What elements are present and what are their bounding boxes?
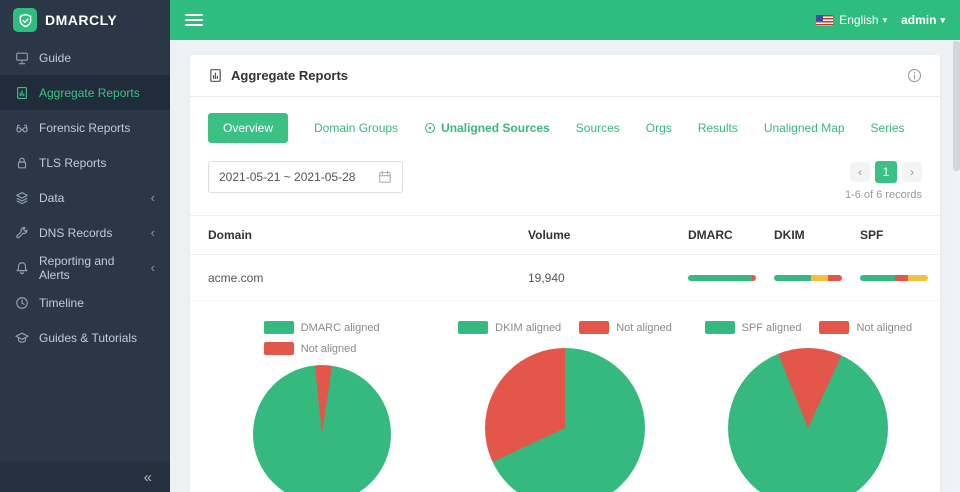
forensic-reports-icon (16, 124, 28, 132)
sidebar-item-forensic-reports[interactable]: Forensic Reports (0, 110, 170, 145)
col-domain: Domain (208, 228, 253, 242)
dmarc-legend: DMARC aligned Not aligned (263, 321, 380, 355)
main: English ▾ admin ▾ Aggregate Reports (170, 0, 960, 492)
table-row[interactable]: acme.com 19,940 (190, 255, 940, 301)
brand[interactable]: DMARCLY (0, 0, 170, 40)
col-dkim: DKIM (774, 228, 805, 242)
legend-item: Not aligned (263, 342, 356, 355)
col-dmarc: DMARC (688, 228, 733, 242)
sidebar-item-guide[interactable]: Guide (0, 40, 170, 75)
clock-icon (16, 296, 28, 309)
tab-overview[interactable]: Overview (208, 113, 289, 143)
guide-icon (16, 52, 28, 64)
spf-pie-chart: SPF aligned Not aligned (687, 321, 930, 492)
tab-sources[interactable]: Sources (575, 121, 620, 135)
collapse-icon: « (143, 468, 152, 486)
dkim-alignment-bar (774, 274, 842, 281)
col-volume: Volume (528, 228, 571, 242)
chevron-down-icon: ▾ (882, 14, 888, 25)
table-header: Domain Volume DMARC DKIM SPF (190, 215, 940, 255)
tab-series[interactable]: Series (870, 121, 905, 135)
spf-alignment-bar (860, 274, 928, 281)
calendar-icon (378, 170, 392, 184)
wrench-icon (16, 226, 28, 238)
tabs: Overview Domain Groups Unaligned Sources… (190, 97, 940, 153)
chevron-down-icon: ▾ (940, 14, 945, 25)
toolbar: 2021-05-21 ~ 2021-05-28 ‹ 1 › 1-6 of 6 r… (190, 153, 940, 215)
scrollbar-thumb[interactable] (953, 41, 960, 171)
volume-cell: 19,940 (528, 270, 565, 285)
aggregate-reports-icon (17, 86, 27, 99)
legend-item: DMARC aligned (263, 321, 380, 334)
legend-item: SPF aligned (704, 321, 801, 334)
report-icon (208, 68, 223, 83)
sidebar-item-reporting-alerts[interactable]: Reporting and Alerts ‹ (0, 250, 170, 285)
aggregate-reports-card: Aggregate Reports Overview Domain Groups… (190, 55, 940, 492)
date-range-picker[interactable]: 2021-05-21 ~ 2021-05-28 (208, 161, 403, 193)
user-menu[interactable]: admin ▾ (901, 13, 945, 27)
card-header: Aggregate Reports (190, 55, 940, 97)
hamburger-menu-icon[interactable] (185, 14, 203, 26)
dmarc-pie (252, 365, 391, 492)
topbar-right: English ▾ admin ▾ (816, 13, 945, 27)
tab-orgs[interactable]: Orgs (645, 121, 672, 135)
chevron-left-icon: ‹ (150, 190, 155, 205)
sidebar-item-dns-records[interactable]: DNS Records ‹ (0, 215, 170, 250)
spf-legend: SPF aligned Not aligned (704, 321, 912, 334)
tab-results[interactable]: Results (697, 121, 738, 135)
sidebar-item-timeline[interactable]: Timeline (0, 285, 170, 320)
green-swatch (263, 321, 294, 334)
brand-name: DMARCLY (45, 12, 118, 28)
info-icon[interactable] (907, 68, 922, 83)
domain-cell: acme.com (208, 270, 264, 285)
page-title: Aggregate Reports (231, 68, 349, 83)
target-icon (424, 122, 436, 134)
dkim-legend: DKIM aligned Not aligned (458, 321, 672, 334)
bell-icon (16, 261, 28, 274)
dmarc-alignment-bar (688, 274, 756, 281)
sidebar-collapse-button[interactable]: « (0, 462, 170, 492)
current-page[interactable]: 1 (875, 161, 897, 183)
red-swatch (263, 342, 294, 355)
legend-item: Not aligned (819, 321, 912, 334)
sidebar-item-tls-reports[interactable]: TLS Reports (0, 145, 170, 180)
prev-page-button[interactable]: ‹ (850, 162, 870, 182)
chevron-left-icon: ‹ (150, 260, 155, 275)
us-flag-icon (816, 14, 834, 26)
charts: DMARC aligned Not aligned (190, 301, 940, 492)
tab-domain-groups[interactable]: Domain Groups (314, 121, 399, 135)
sidebar-item-aggregate-reports[interactable]: Aggregate Reports (0, 75, 170, 110)
content: Aggregate Reports Overview Domain Groups… (170, 40, 960, 492)
dmarc-pie-chart: DMARC aligned Not aligned (200, 321, 443, 492)
next-page-button[interactable]: › (902, 162, 922, 182)
brand-shield-icon (13, 8, 37, 32)
topbar: English ▾ admin ▾ (170, 0, 960, 40)
green-swatch (458, 321, 489, 334)
records-summary: 1-6 of 6 records (844, 189, 922, 201)
col-spf: SPF (860, 228, 884, 242)
green-swatch (704, 321, 735, 334)
red-swatch (819, 321, 850, 334)
legend-item: DKIM aligned (458, 321, 561, 334)
tab-unaligned-map[interactable]: Unaligned Map (763, 121, 845, 135)
chevron-left-icon: ‹ (150, 225, 155, 240)
pagination: ‹ 1 › 1-6 of 6 records (845, 161, 922, 201)
lock-icon (17, 157, 27, 168)
data-layers-icon (16, 191, 28, 204)
scrollbar[interactable] (953, 41, 960, 492)
graduation-cap-icon (15, 332, 29, 343)
spf-pie (728, 348, 889, 492)
red-swatch (579, 321, 610, 334)
dkim-pie (484, 348, 645, 492)
language-selector[interactable]: English ▾ (839, 13, 888, 27)
sidebar: DMARCLY Guide Aggregate Reports Forensic… (0, 0, 170, 492)
legend-item: Not aligned (579, 321, 672, 334)
tab-unaligned-sources[interactable]: Unaligned Sources (424, 121, 550, 135)
sidebar-item-data[interactable]: Data ‹ (0, 180, 170, 215)
sidebar-item-guides-tutorials[interactable]: Guides & Tutorials (0, 320, 170, 355)
dkim-pie-chart: DKIM aligned Not aligned (443, 321, 686, 492)
